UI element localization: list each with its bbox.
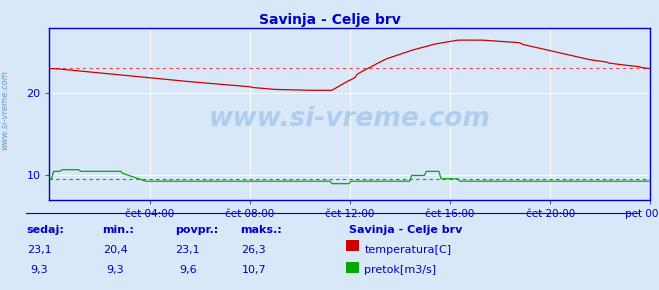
Text: sedaj:: sedaj: — [26, 225, 64, 235]
Text: www.si-vreme.com: www.si-vreme.com — [209, 106, 491, 132]
Text: temperatura[C]: temperatura[C] — [364, 245, 451, 255]
Text: 9,3: 9,3 — [107, 265, 124, 275]
Text: Savinja - Celje brv: Savinja - Celje brv — [258, 13, 401, 27]
Text: 9,3: 9,3 — [31, 265, 48, 275]
Text: www.si-vreme.com: www.si-vreme.com — [1, 70, 10, 150]
Text: pretok[m3/s]: pretok[m3/s] — [364, 265, 436, 275]
Text: 20,4: 20,4 — [103, 245, 128, 255]
Text: Savinja - Celje brv: Savinja - Celje brv — [349, 225, 463, 235]
Text: maks.:: maks.: — [241, 225, 282, 235]
Text: povpr.:: povpr.: — [175, 225, 218, 235]
Text: 10,7: 10,7 — [241, 265, 266, 275]
Text: 9,6: 9,6 — [179, 265, 196, 275]
Text: 23,1: 23,1 — [175, 245, 200, 255]
Text: 26,3: 26,3 — [241, 245, 266, 255]
Text: 23,1: 23,1 — [27, 245, 52, 255]
Text: min.:: min.: — [102, 225, 134, 235]
